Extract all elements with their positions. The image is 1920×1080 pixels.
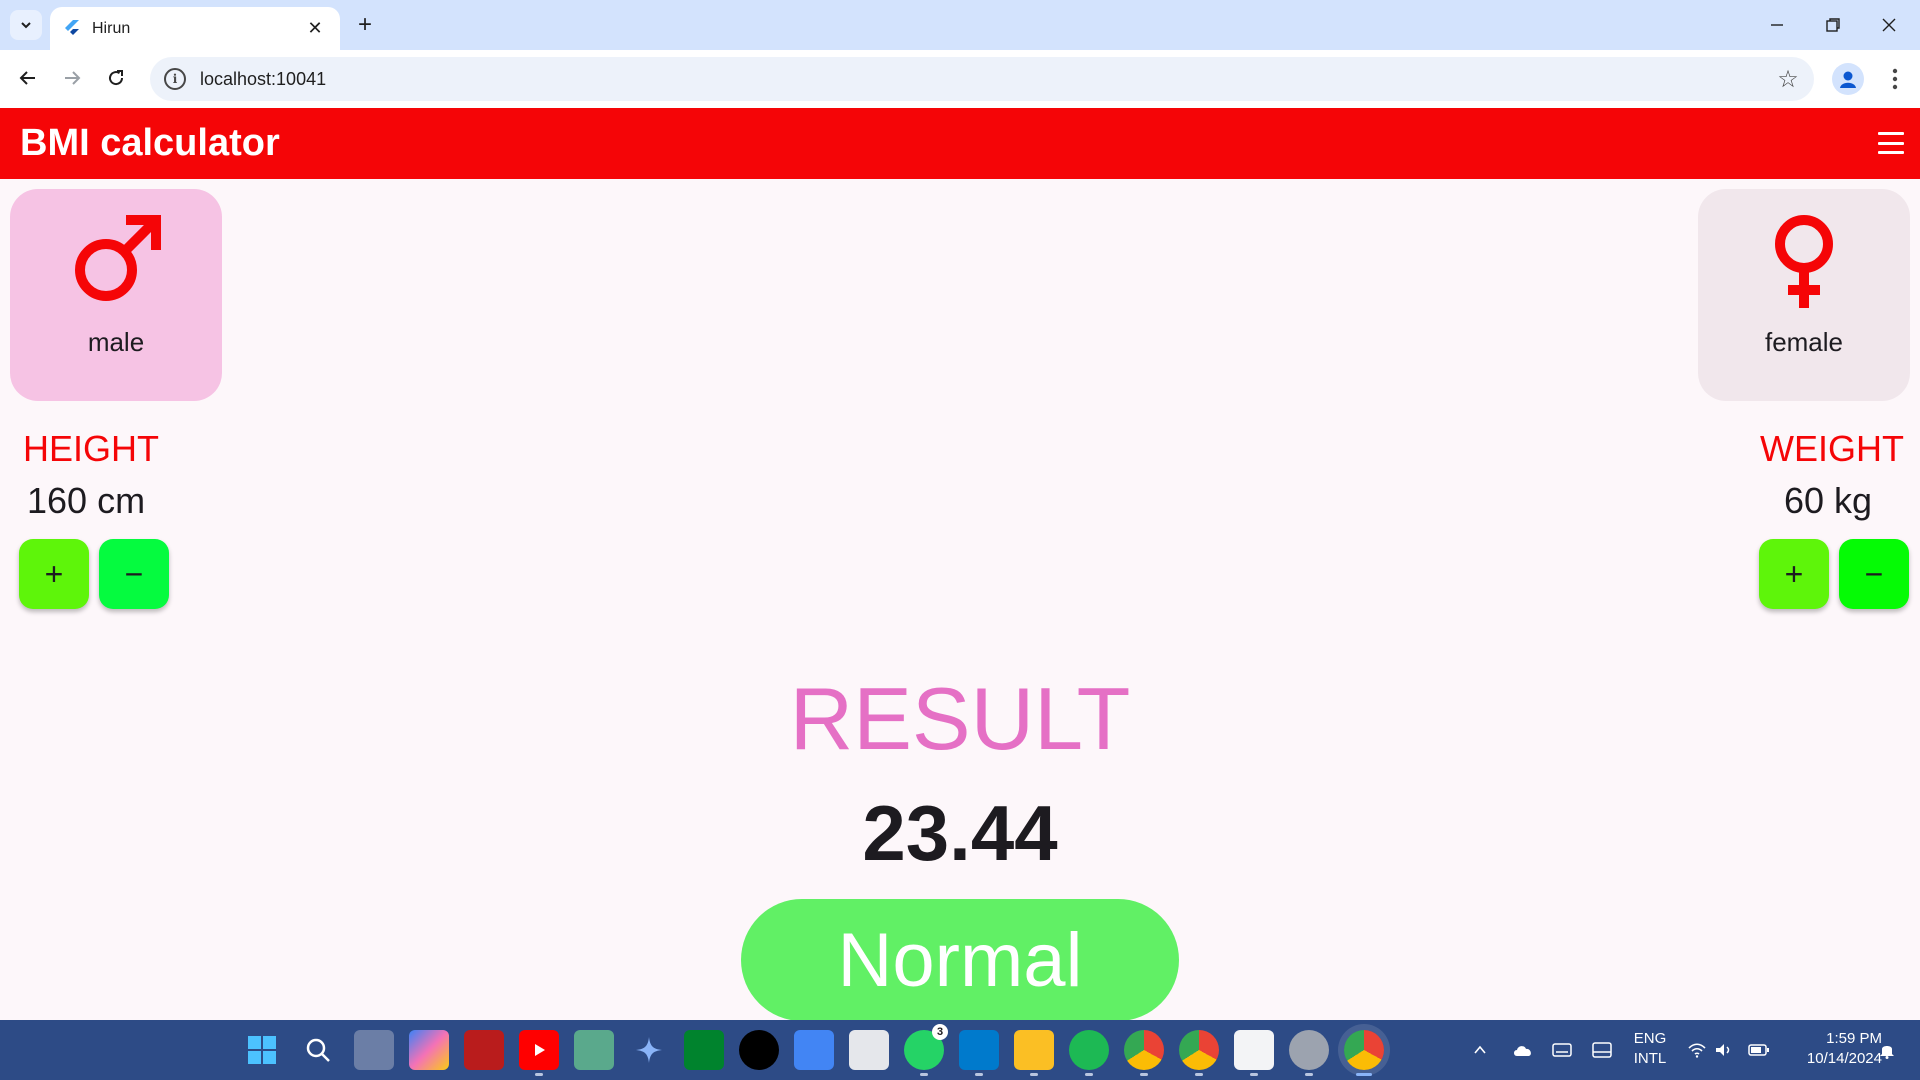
settings-icon[interactable] bbox=[1289, 1030, 1329, 1076]
battery-icon[interactable] bbox=[1748, 1020, 1770, 1080]
language-indicator[interactable]: ENG INTL bbox=[1630, 1029, 1670, 1069]
height-label: HEIGHT bbox=[23, 428, 160, 469]
profile-avatar-icon[interactable] bbox=[1832, 63, 1864, 95]
male-symbol-icon bbox=[61, 205, 171, 315]
volume-icon[interactable] bbox=[1714, 1020, 1732, 1080]
chrome-icon[interactable] bbox=[1124, 1030, 1164, 1076]
male-card[interactable]: male bbox=[10, 189, 222, 401]
address-bar[interactable]: i localhost:10041 ☆ bbox=[150, 57, 1814, 101]
clock-date: 10/14/2024 bbox=[1806, 1050, 1882, 1067]
url-text[interactable]: localhost:10041 bbox=[200, 68, 327, 89]
clock-time: 1:59 PM bbox=[1826, 1030, 1882, 1047]
whatsapp-badge: 3 bbox=[932, 1024, 948, 1040]
app-bar: BMI calculator bbox=[0, 108, 1920, 179]
browser-toolbar: i localhost:10041 ☆ bbox=[0, 50, 1920, 108]
app-icon[interactable] bbox=[464, 1030, 504, 1070]
hamburger-icon[interactable] bbox=[1878, 132, 1904, 154]
spotify-icon[interactable] bbox=[1069, 1030, 1109, 1076]
gemini-icon[interactable] bbox=[629, 1030, 669, 1070]
clock[interactable]: 1:59 PM 10/14/2024 bbox=[1782, 1029, 1882, 1069]
show-hidden-icons[interactable] bbox=[1472, 1020, 1488, 1080]
height-increment-button[interactable]: + bbox=[19, 539, 89, 609]
chrome-icon[interactable] bbox=[1344, 1030, 1384, 1076]
flutter-icon bbox=[65, 19, 79, 35]
meet-icon[interactable] bbox=[684, 1030, 724, 1070]
reload-icon[interactable] bbox=[98, 60, 134, 96]
onedrive-icon[interactable] bbox=[1512, 1020, 1534, 1080]
keyboard-icon[interactable] bbox=[1552, 1020, 1572, 1080]
whatsapp-icon[interactable]: 3 bbox=[904, 1024, 948, 1076]
female-symbol-icon bbox=[1749, 205, 1859, 315]
back-icon[interactable] bbox=[10, 60, 46, 96]
chevron-down-icon bbox=[21, 22, 31, 29]
site-info-icon[interactable]: i bbox=[164, 68, 186, 90]
display-icon[interactable] bbox=[1592, 1020, 1612, 1080]
browser-menu-icon[interactable] bbox=[1880, 62, 1910, 96]
minimize-icon[interactable] bbox=[1749, 0, 1805, 50]
snipping-tool-icon[interactable] bbox=[1234, 1030, 1274, 1076]
task-view-icon[interactable] bbox=[354, 1030, 394, 1070]
youtube-icon[interactable] bbox=[519, 1030, 559, 1076]
restore-icon[interactable] bbox=[1805, 0, 1861, 50]
app-icon[interactable] bbox=[849, 1030, 889, 1070]
female-card[interactable]: female bbox=[1698, 189, 1910, 401]
weight-value: 60 kg bbox=[1784, 480, 1873, 521]
weight-label: WEIGHT bbox=[1760, 428, 1904, 469]
bmi-status-badge: Normal bbox=[741, 899, 1179, 1021]
result-title: RESULT bbox=[789, 669, 1131, 768]
browser-tab[interactable]: Hirun ✕ bbox=[50, 7, 340, 50]
close-tab-icon[interactable]: ✕ bbox=[307, 18, 323, 38]
windows-start-icon[interactable] bbox=[242, 1030, 282, 1070]
new-tab-button[interactable]: + bbox=[357, 11, 372, 38]
female-label: female bbox=[1764, 327, 1844, 357]
language-code: ENG bbox=[1633, 1030, 1667, 1047]
forward-icon[interactable] bbox=[54, 60, 90, 96]
vscode-icon[interactable] bbox=[959, 1030, 999, 1076]
notification-bell-icon[interactable] bbox=[1878, 1020, 1896, 1080]
height-decrement-button[interactable]: − bbox=[99, 539, 169, 609]
browser-tab-strip: Hirun ✕ + bbox=[0, 0, 1920, 50]
github-icon[interactable] bbox=[739, 1030, 779, 1070]
bmi-status-text: Normal bbox=[837, 917, 1083, 1003]
chrome-icon[interactable] bbox=[1179, 1030, 1219, 1076]
wifi-icon[interactable] bbox=[1688, 1020, 1706, 1080]
windows-taskbar: 3 ENG INTL 1:59 PM 10/14/2024 bbox=[0, 1020, 1920, 1080]
close-window-icon[interactable] bbox=[1861, 0, 1917, 50]
translate-icon[interactable] bbox=[794, 1030, 834, 1070]
app-title: BMI calculator bbox=[20, 122, 280, 164]
bookmark-star-icon[interactable]: ☆ bbox=[1777, 65, 1799, 93]
tab-search-button[interactable] bbox=[10, 10, 42, 40]
height-value: 160 cm bbox=[27, 480, 146, 521]
weight-increment-button[interactable]: + bbox=[1759, 539, 1829, 609]
male-label: male bbox=[87, 327, 145, 357]
file-explorer-icon[interactable] bbox=[1014, 1030, 1054, 1076]
chatgpt-icon[interactable] bbox=[574, 1030, 614, 1070]
keyboard-layout: INTL bbox=[1633, 1050, 1667, 1067]
weight-decrement-button[interactable]: − bbox=[1839, 539, 1909, 609]
tab-title: Hirun bbox=[92, 19, 131, 37]
copilot-icon[interactable] bbox=[409, 1030, 449, 1070]
bmi-value: 23.44 bbox=[862, 789, 1058, 877]
search-icon[interactable] bbox=[298, 1030, 338, 1070]
